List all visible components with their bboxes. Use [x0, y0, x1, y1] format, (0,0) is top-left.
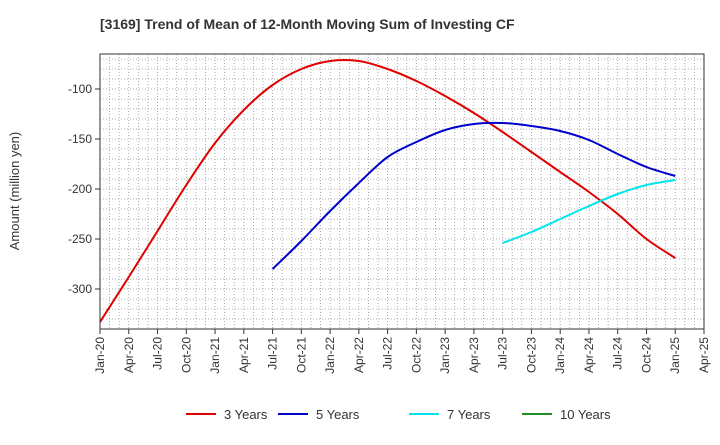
x-tick-label: Oct-23 — [524, 337, 538, 373]
x-tick-label: Apr-22 — [352, 337, 366, 373]
x-tick-label: Oct-20 — [179, 337, 193, 373]
x-tick-label: Jul-24 — [611, 337, 625, 370]
x-tick-label: Jul-23 — [496, 337, 510, 370]
x-tick-label: Apr-23 — [467, 337, 481, 373]
chart-title: [3169] Trend of Mean of 12-Month Moving … — [100, 16, 515, 32]
y-tick-label: -100 — [68, 82, 92, 96]
x-tick-label: Jan-22 — [323, 337, 337, 374]
series-line-3-years — [99, 59, 676, 323]
y-axis-label: Amount (million yen) — [7, 132, 22, 251]
x-tick-label: Apr-25 — [697, 337, 711, 373]
x-tick-label: Apr-21 — [237, 337, 251, 373]
x-tick-label: Apr-20 — [122, 337, 136, 373]
y-tick-label: -300 — [68, 282, 92, 296]
x-tick-label: Jan-20 — [93, 337, 107, 374]
x-tick-label: Jan-23 — [438, 337, 452, 374]
grid-lines — [100, 54, 704, 329]
series-lines — [99, 59, 676, 323]
y-axis-ticks: -100 -150 -200 -250 -300 — [68, 82, 100, 296]
x-tick-label: Jul-22 — [381, 337, 395, 370]
x-tick-label: Jan-24 — [553, 337, 567, 374]
x-axis-ticks: Jan-20 Apr-20 Jul-20 Oct-20 Jan-21 Apr-21 Jul-… — [93, 329, 711, 374]
legend-label-5-years: 5 Years — [316, 407, 360, 422]
x-tick-label: Jan-25 — [668, 337, 682, 374]
y-tick-label: -200 — [68, 182, 92, 196]
legend-label-7-years: 7 Years — [447, 407, 491, 422]
series-line-5-years — [271, 121, 676, 270]
series-line-7-years — [502, 179, 676, 244]
y-tick-label: -150 — [68, 132, 92, 146]
x-tick-label: Jul-21 — [266, 337, 280, 370]
x-tick-label: Oct-24 — [639, 337, 653, 373]
x-tick-label: Oct-22 — [409, 337, 423, 373]
x-tick-label: Jan-21 — [208, 337, 222, 374]
x-tick-label: Oct-21 — [294, 337, 308, 373]
x-tick-label: Apr-24 — [582, 337, 596, 373]
legend-label-3-years: 3 Years — [224, 407, 268, 422]
y-tick-label: -250 — [68, 232, 92, 246]
legend: 3 Years 5 Years 7 Years 10 Years — [186, 407, 611, 422]
x-tick-label: Jul-20 — [151, 337, 165, 370]
plot-area-frame — [99, 53, 705, 330]
legend-label-10-years: 10 Years — [560, 407, 611, 422]
